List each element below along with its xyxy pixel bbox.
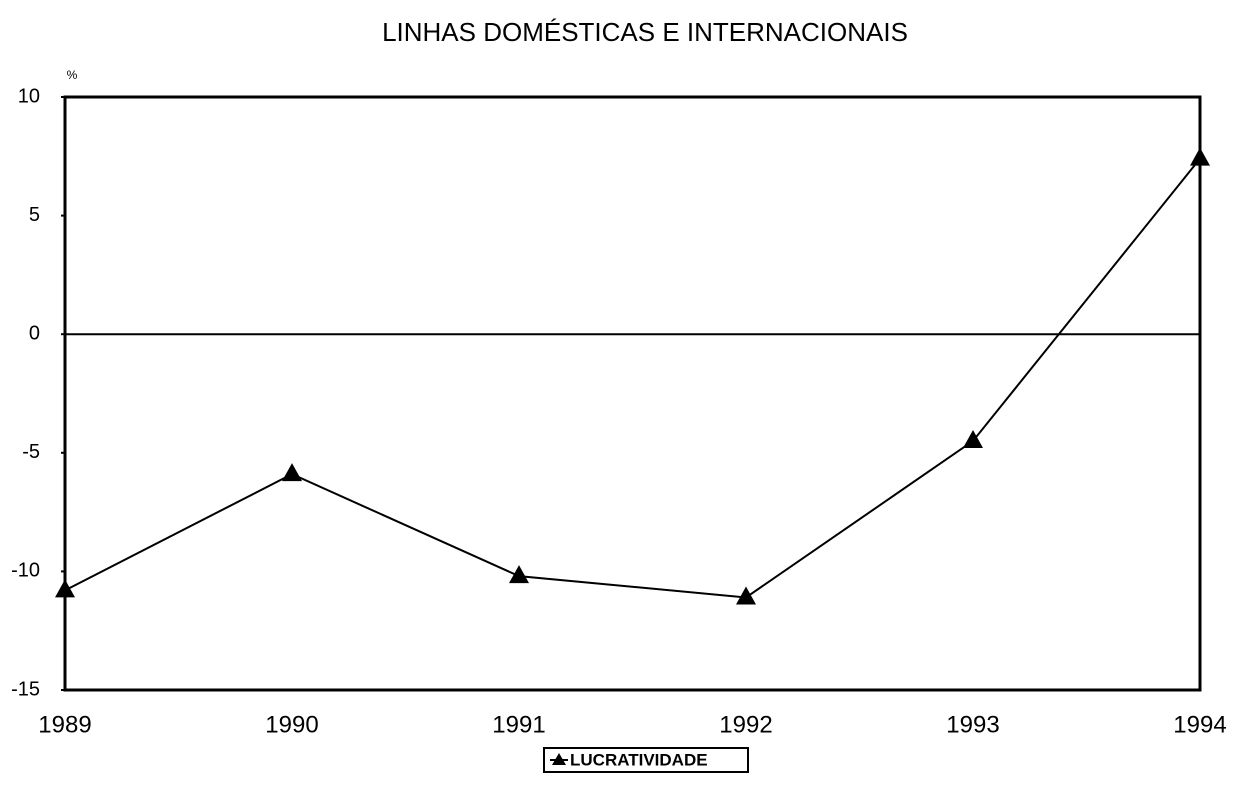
series-line xyxy=(64,158,1201,599)
plot-frame xyxy=(63,95,1202,692)
y-tick-label: -15 xyxy=(11,678,40,700)
y-tick-label: 10 xyxy=(18,85,40,107)
y-tick-label: -5 xyxy=(22,441,40,463)
y-tick-label: -10 xyxy=(11,560,40,582)
data-point xyxy=(55,579,75,598)
legend-label: LUCRATIVIDADE xyxy=(570,750,708,769)
x-tick-label: 1992 xyxy=(719,711,772,738)
legend-box xyxy=(543,747,749,773)
data-point xyxy=(1190,147,1210,166)
data-point xyxy=(282,463,302,482)
x-tick-label: 1990 xyxy=(265,711,318,738)
chart-title: LINHAS DOMÉSTICAS E INTERNACIONAIS xyxy=(382,17,908,47)
x-tick-label: 1991 xyxy=(492,711,545,738)
y-axis-label: % xyxy=(67,68,78,82)
data-point xyxy=(736,586,756,605)
y-tick-label: 5 xyxy=(29,204,40,226)
data-point xyxy=(963,429,983,448)
legend-marker xyxy=(552,753,566,765)
x-tick-label: 1989 xyxy=(38,711,91,738)
data-point xyxy=(509,565,529,584)
x-tick-label: 1993 xyxy=(946,711,999,738)
x-tick-label: 1994 xyxy=(1173,711,1226,738)
y-tick-label: 0 xyxy=(29,322,40,344)
